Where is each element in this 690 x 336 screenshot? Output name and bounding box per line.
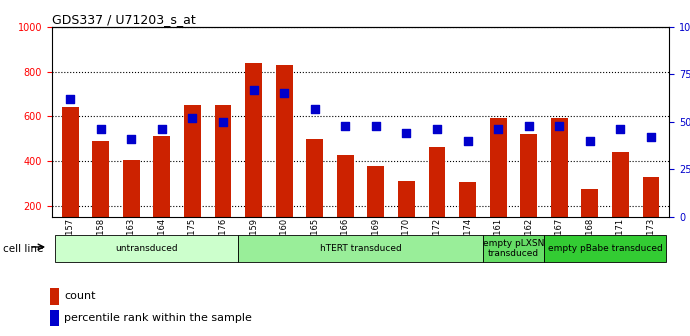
Point: [126, 136, 137, 141]
Text: hTERT transduced: hTERT transduced: [319, 244, 402, 253]
Bar: [428, 148, 445, 250]
Bar: [215, 105, 231, 250]
Bar: [398, 181, 415, 250]
FancyBboxPatch shape: [483, 235, 544, 262]
Bar: [459, 182, 476, 250]
Point: [584, 138, 595, 143]
Bar: [245, 62, 262, 250]
Bar: [337, 155, 354, 250]
Bar: [367, 166, 384, 250]
Point: [279, 91, 290, 96]
Point: [553, 123, 564, 128]
Bar: [50, 288, 59, 305]
Bar: [551, 119, 568, 250]
Point: [217, 119, 228, 125]
Bar: [61, 107, 79, 250]
Bar: [306, 138, 323, 250]
Bar: [123, 160, 139, 250]
Point: [339, 123, 351, 128]
FancyBboxPatch shape: [238, 235, 483, 262]
Bar: [520, 134, 537, 250]
Point: [431, 127, 442, 132]
Point: [309, 106, 320, 111]
Point: [187, 115, 198, 121]
Bar: [276, 65, 293, 250]
Text: percentile rank within the sample: percentile rank within the sample: [64, 313, 252, 323]
Point: [462, 138, 473, 143]
FancyBboxPatch shape: [544, 235, 667, 262]
Bar: [612, 152, 629, 250]
Bar: [92, 141, 109, 250]
Bar: [184, 105, 201, 250]
Point: [248, 87, 259, 92]
Point: [615, 127, 626, 132]
Text: empty pLXSN
transduced: empty pLXSN transduced: [483, 239, 544, 258]
Text: count: count: [64, 291, 95, 301]
Text: GDS337 / U71203_s_at: GDS337 / U71203_s_at: [52, 13, 195, 26]
Point: [401, 130, 412, 136]
Bar: [50, 309, 59, 327]
FancyBboxPatch shape: [55, 235, 238, 262]
Bar: [490, 119, 506, 250]
Text: untransduced: untransduced: [115, 244, 178, 253]
Bar: [642, 176, 660, 250]
Point: [523, 123, 534, 128]
Bar: [582, 189, 598, 250]
Bar: [153, 136, 170, 250]
Text: cell line: cell line: [3, 244, 44, 254]
Point: [645, 134, 656, 140]
Point: [371, 123, 382, 128]
Point: [493, 127, 504, 132]
Point: [157, 127, 168, 132]
Point: [65, 96, 76, 102]
Text: empty pBabe transduced: empty pBabe transduced: [548, 244, 662, 253]
Point: [95, 127, 106, 132]
